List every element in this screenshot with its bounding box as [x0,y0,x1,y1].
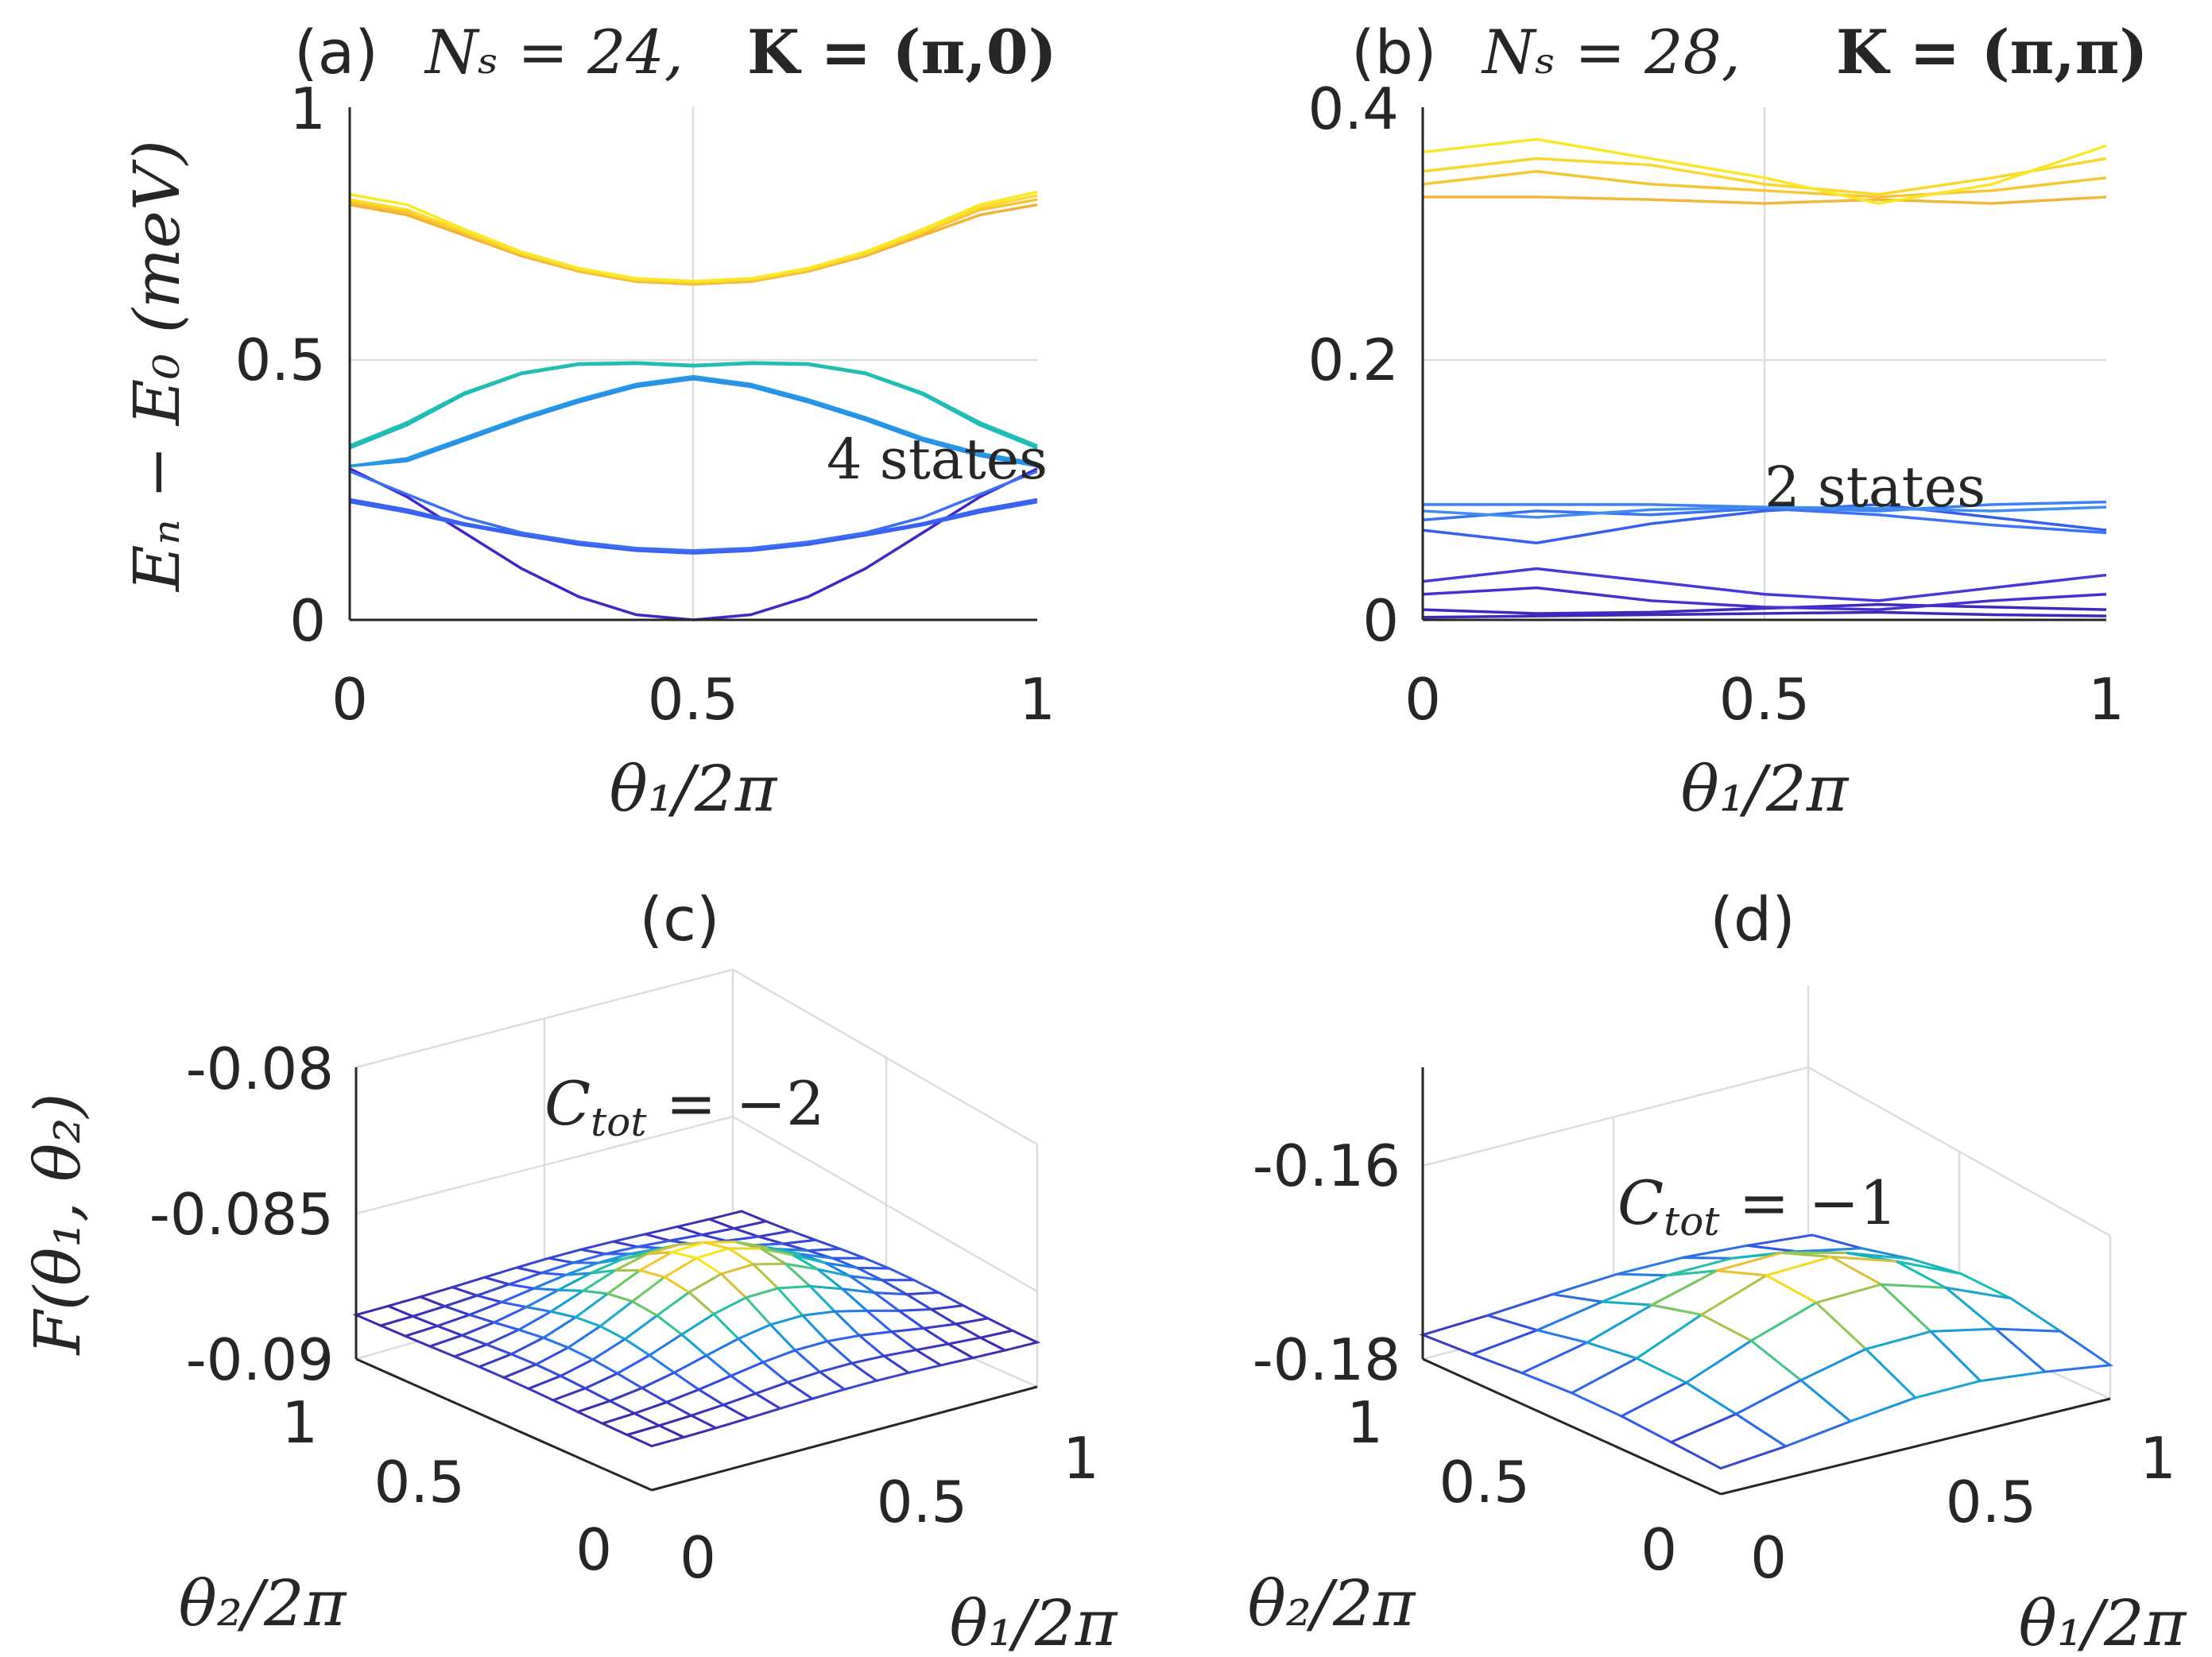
panel-c-ztick-2: -0.09 [186,1326,334,1393]
panel-b-series-E7 [1422,505,2107,519]
panel-c-surface [352,1210,1041,1448]
panel-a-xlabel: θ₁/2π [610,752,778,826]
panel-b-ytick-1: 0.2 [1307,327,1399,393]
panel-a-xtick-2: 1 [1019,666,1056,733]
panel-b-series-E3 [1422,567,2107,602]
panel-a-ytick-0: 0 [289,587,326,654]
panel-b-series [1422,137,2107,619]
panel-c: (c) -0.08 -0.085 -0.09 1 0.5 0 0 0.5 1 [21,884,1118,1657]
panel-a-title-tag: (a) [294,17,378,87]
panel-a-series-E4 [349,377,1038,468]
panel-c-ytick-1: 0.5 [374,1449,465,1516]
panel-a-xtick-0: 0 [331,666,368,733]
panel-d-annotation-sub: tot [1664,1198,1720,1245]
panel-a: (a) Nₛ = 24, K = (π,0) 0 0.5 1 0 0.5 1 θ… [120,17,1057,826]
panel-a-series-E11 [349,190,1038,283]
panel-b-ytick-0: 0 [1362,587,1399,654]
panel-b-title-ns: Nₛ = 28, [1481,17,1741,87]
panel-c-xtick-0: 0 [680,1524,716,1591]
panel-d-xtick-1: 0.5 [1946,1469,2037,1535]
panel-a-series-E7 [349,361,1038,447]
panel-d-annotation-rest: = −1 [1719,1167,1897,1238]
panel-c-xlabel: θ₁/2π [950,1586,1118,1657]
panel-b-title-k: K = (π,π) [1836,17,2148,87]
panel-a-series-E3 [349,470,1038,552]
panel-c-annotation-sub: tot [591,1099,647,1145]
panel-d-wall-top-left [1422,1066,1809,1167]
panel-b-series-E9 [1422,169,2107,199]
panel-d-ytick-2: 1 [1346,1389,1383,1456]
panel-d-ytick-1: 0.5 [1439,1449,1530,1516]
panel-c-y-axis [355,1357,653,1492]
panel-a-grid [350,107,1037,620]
panel-d-ztick-1: -0.18 [1253,1326,1400,1393]
panel-a-series-E5 [349,374,1038,468]
panel-a-xtick-1: 0.5 [648,666,739,733]
panel-b-ytick-2: 0.4 [1307,75,1399,142]
panel-b-series-E11 [1422,137,2107,205]
panel-d-ylabel: θ₂/2π [1248,1566,1416,1640]
panel-d-ytick-0: 0 [1641,1516,1677,1583]
panel-c-wall-mid-right [732,1115,1038,1293]
panel-c-ztick-0: -0.08 [186,1036,334,1102]
panel-b-series-E0 [1422,610,2107,619]
panel-c-x-axis [651,1385,1038,1492]
panel-d-annotation-base: C [1617,1167,1664,1238]
panel-b-grid [1423,107,2106,620]
panel-c-xtick-2: 1 [1063,1425,1099,1492]
panel-c-surface-cell [977,1329,1041,1352]
panel-b-annotation: 2 states [1765,455,1985,520]
panel-b: (b) Nₛ = 28, K = (π,π) 0 0.2 0.4 0 0.5 1… [1307,17,2148,826]
panel-c-ztick-1: -0.085 [149,1181,334,1248]
panel-c-axes [354,1067,1038,1492]
panel-b-title-tag: (b) [1351,17,1437,87]
panel-a-series-E1 [349,500,1038,555]
panel-d-xtick-0: 0 [1750,1524,1787,1591]
panel-b-series-E2 [1422,586,2107,611]
panel-c-ylabel: θ₂/2π [179,1566,347,1640]
panel-a-title-ns: Nₛ = 24, [424,17,684,87]
panel-d-y-axis [1422,1357,1722,1496]
panel-b-xtick-0: 0 [1404,666,1441,733]
panel-d-title: (d) [1710,884,1796,954]
panel-a-title-k: K = (π,0) [747,17,1057,87]
panel-d-x-axis [1720,1397,2111,1496]
panel-d-xlabel: θ₁/2π [2019,1586,2187,1657]
panel-c-ytick-0: 0 [575,1516,612,1583]
panel-c-zlabel: F(θ₁, θ₂) [21,1093,95,1356]
panel-c-title: (c) [639,884,719,954]
panel-d: (d) -0.16 -0.18 1 0.5 0 0 0.5 1 θ₂/2π θ₁… [1248,884,2187,1657]
panel-a-ylabel: Eₙ − E₀ (meV) [120,140,194,593]
panel-b-series-E10 [1422,157,2107,196]
panel-a-annotation: 4 states [827,427,1048,492]
panel-c-xtick-1: 0.5 [877,1469,968,1535]
panel-b-series-E8 [1423,196,2107,205]
panel-b-xtick-1: 0.5 [1719,666,1811,733]
panel-c-ytick-2: 1 [281,1389,318,1456]
panel-d-surface-cell [1992,1327,2114,1373]
panel-d-xtick-2: 1 [2140,1425,2176,1492]
panel-d-annotation: Ctot = −1 [1617,1167,1897,1245]
panel-c-annotation-base: C [544,1068,591,1139]
panel-c-annotation: Ctot = −2 [544,1068,824,1145]
panel-d-ztick-0: -0.16 [1253,1132,1400,1199]
panel-c-annotation-rest: = −2 [646,1068,824,1139]
panel-c-wall-top-right [732,968,1038,1146]
panel-d-axes [1421,1067,2111,1496]
panel-a-ytick-2: 1 [289,75,326,142]
panel-d-surface [1419,1233,2114,1470]
panel-a-ytick-1: 0.5 [234,327,326,393]
panel-b-series-E4 [1422,503,2107,545]
panel-b-xtick-2: 1 [2088,666,2125,733]
panel-b-xlabel: θ₁/2π [1681,752,1850,826]
